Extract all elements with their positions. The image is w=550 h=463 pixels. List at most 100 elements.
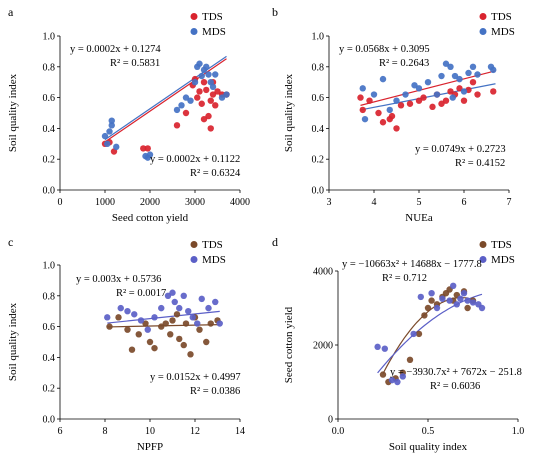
data-point-mds [216, 320, 223, 327]
legend-label: TDS [202, 239, 223, 251]
data-point-mds [361, 115, 369, 123]
data-point-mds [131, 311, 138, 318]
data-point-mds [191, 79, 199, 86]
equation-annotation: y = 0.0002x + 0.1122 [150, 154, 240, 165]
data-point-tds [169, 317, 176, 324]
data-point-tds [203, 338, 210, 346]
data-point-mds [198, 295, 205, 303]
data-point-mds [187, 97, 194, 104]
data-point-tds [128, 346, 136, 353]
data-point-mds [433, 91, 441, 98]
panel-label: b [272, 5, 278, 19]
data-point-tds [196, 326, 203, 333]
data-point-tds [490, 88, 497, 95]
data-point-tds [146, 338, 154, 346]
data-point-tds [379, 119, 387, 126]
data-point-tds [375, 109, 382, 117]
data-point-mds [402, 91, 409, 98]
data-point-mds [104, 314, 111, 321]
data-point-tds [429, 103, 436, 111]
data-point-tds [366, 97, 373, 104]
data-point-tds [359, 106, 366, 114]
data-point-tds [142, 320, 149, 327]
data-point-tds [205, 112, 212, 120]
data-point-tds [464, 304, 471, 312]
x-axis-label: NUEa [405, 212, 433, 224]
data-point-tds [460, 97, 468, 104]
data-point-tds [167, 331, 174, 338]
data-point-tds [438, 100, 445, 107]
data-point-mds [450, 282, 457, 289]
data-point-mds [151, 314, 158, 321]
equation-annotation: y = 0.0568x + 0.3095 [339, 44, 430, 55]
data-point-tds [200, 79, 208, 86]
data-point-mds [386, 106, 393, 114]
legend-label: MDS [491, 254, 515, 266]
data-point-tds [140, 145, 147, 152]
data-point-mds [194, 320, 201, 327]
data-point-mds [433, 304, 441, 312]
data-point-tds [187, 351, 194, 358]
data-point-mds [205, 71, 212, 78]
x-tick-label: 1.0 [512, 426, 525, 437]
data-point-mds [171, 298, 178, 306]
data-point-mds [117, 304, 124, 312]
equation-annotation: R² = 0.5831 [110, 58, 160, 69]
panel-label: c [8, 235, 13, 249]
data-point-mds [104, 140, 111, 147]
data-point-mds [189, 314, 196, 321]
y-tick-label: 2000 [313, 341, 333, 352]
x-axis-label: Seed cotton yield [112, 212, 189, 224]
data-point-tds [203, 86, 210, 94]
data-point-mds [460, 290, 468, 297]
data-point-tds [200, 115, 208, 123]
equation-annotation: R² = 0.0017 [116, 288, 166, 299]
data-point-tds [379, 371, 387, 378]
data-point-mds [101, 132, 109, 140]
data-point-tds [421, 312, 428, 319]
data-point-mds [415, 85, 423, 92]
x-tick-label: 3 [327, 197, 332, 208]
equation-annotation: y = 0.0152x + 0.4997 [150, 372, 241, 383]
data-point-mds [453, 301, 460, 308]
data-point-mds [144, 326, 151, 333]
y-tick-label: 4000 [313, 267, 333, 278]
legend-marker [190, 256, 198, 263]
data-point-mds [212, 71, 219, 78]
data-point-tds [212, 102, 219, 109]
data-point-mds [173, 106, 181, 114]
y-tick-label: 1.0 [43, 261, 56, 272]
data-point-mds [379, 75, 387, 83]
x-tick-label: 5 [417, 197, 422, 208]
y-axis-label: Soil quality index [7, 302, 19, 381]
data-point-mds [442, 60, 450, 67]
y-tick-label: 0.8 [43, 62, 56, 73]
data-point-mds [218, 94, 226, 101]
data-point-mds [164, 292, 172, 299]
data-point-mds [169, 289, 176, 296]
y-axis-label: Soil quality index [283, 73, 295, 152]
data-point-mds [185, 308, 192, 315]
data-point-mds [359, 85, 366, 92]
equation-annotation: R² = 0.2643 [379, 58, 429, 69]
y-tick-label: 0.0 [312, 186, 325, 197]
data-point-mds [464, 297, 471, 304]
data-point-mds [410, 330, 417, 338]
y-tick-label: 0.8 [312, 62, 325, 73]
data-point-mds [113, 143, 120, 151]
data-point-tds [420, 94, 427, 101]
data-point-tds [182, 109, 190, 117]
y-axis-label: Seed cotton yield [283, 306, 295, 383]
equation-annotation: y = −10663x² + 14688x − 1777.8 [342, 259, 482, 270]
data-point-mds [182, 94, 190, 101]
data-point-mds [411, 82, 418, 89]
data-point-tds [151, 344, 158, 352]
data-point-mds [108, 117, 115, 124]
x-tick-label: 2000 [140, 197, 160, 208]
legend-marker [190, 241, 198, 248]
legend-marker [479, 256, 487, 263]
data-point-tds [207, 320, 214, 327]
trend-line-mds [107, 310, 220, 324]
data-point-tds [144, 145, 151, 152]
equation-annotation: R² = 0.0386 [190, 386, 240, 397]
